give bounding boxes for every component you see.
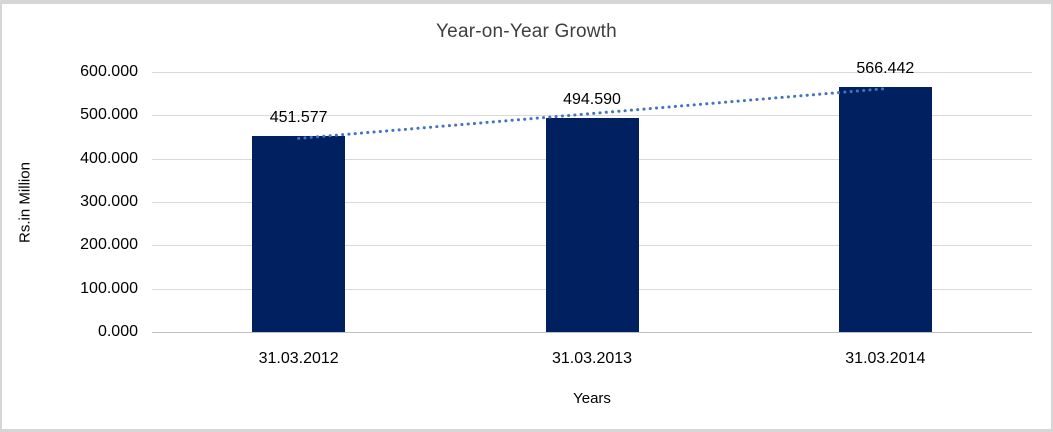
bar-value-label: 566.442	[856, 59, 915, 77]
bar-value-label: 494.590	[563, 90, 621, 108]
bar	[252, 136, 346, 332]
x-axis-line	[152, 332, 1032, 333]
x-axis-title: Years	[573, 390, 611, 407]
x-tick-label: 31.03.2014	[845, 350, 926, 367]
bar-value-label: 451.577	[269, 109, 328, 127]
y-tick-label: 400.000	[80, 149, 138, 167]
y-tick-label: 0.000	[97, 323, 138, 340]
y-tick-label: 100.000	[80, 279, 138, 297]
gridline	[152, 115, 1032, 117]
bar	[545, 117, 639, 332]
x-tick-label: 31.03.2013	[551, 350, 633, 367]
trendline	[297, 87, 887, 140]
bar	[838, 86, 932, 332]
y-tick-label: 600.000	[80, 63, 138, 80]
y-tick-label: 500.000	[80, 106, 138, 124]
y-tick-label: 300.000	[80, 193, 138, 210]
x-tick-label: 31.03.2012	[258, 350, 339, 367]
y-tick-label: 200.000	[80, 236, 138, 254]
gridline	[152, 72, 1032, 73]
chart-title: Year-on-Year Growth	[436, 21, 617, 42]
plot-area: 451.577 494.590 566.442	[152, 60, 1032, 333]
